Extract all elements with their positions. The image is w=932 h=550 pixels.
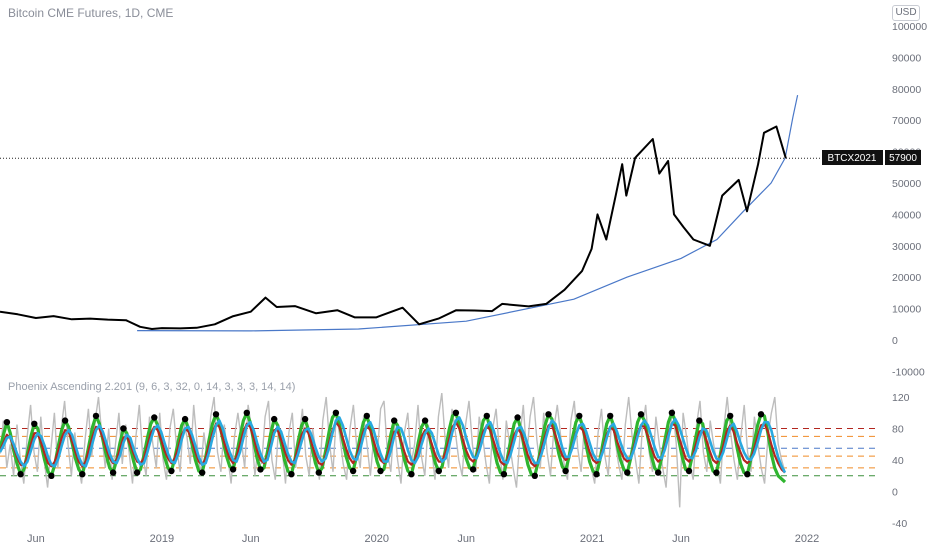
osc-tick-label-2: 40	[892, 455, 904, 467]
chart-title: Bitcoin CME Futures, 1D, CME	[8, 6, 174, 20]
osc-signal-dot-128	[435, 467, 442, 475]
osc-signal-dot-24	[79, 471, 86, 478]
oscillator-pane[interactable]: -40 0 40 80 120	[0, 392, 910, 530]
x-tick-label-3: 2020	[364, 533, 388, 545]
osc-signal-dot-72	[243, 409, 250, 416]
osc-signal-dot-183	[624, 469, 631, 476]
x-tick-label-1: 2019	[150, 533, 174, 545]
osc-signal-dot-98	[332, 409, 340, 416]
osc-signal-dot-178	[607, 412, 614, 420]
osc-signal-dot-201	[685, 467, 693, 475]
osc-signal-dot-103	[349, 467, 357, 475]
osc-signal-dot-115	[391, 417, 398, 424]
x-tick-label-6: Jun	[672, 533, 690, 545]
price-tick-label-6: 50000	[892, 178, 921, 190]
osc-signal-dot-213	[727, 412, 734, 420]
osc-signal-dot-28	[92, 412, 100, 420]
osc-signal-dot-174	[593, 471, 600, 478]
osc-signal-dot-15	[48, 472, 55, 479]
ascending-curve-line	[137, 94, 799, 332]
osc-signal-dot-147	[500, 471, 508, 478]
osc-signal-dot-196	[668, 409, 676, 416]
osc-signal-dot-120	[408, 471, 415, 478]
price-tag-layer: BTCX2021 57900	[822, 150, 921, 165]
price-tick-label-0: -10000	[892, 366, 925, 378]
osc-signal-dot-2	[3, 419, 11, 426]
x-axis: Jun 2019 Jun 2020 Jun 2021 Jun 2022	[27, 533, 819, 545]
osc-signal-dot-111	[377, 467, 384, 475]
osc-signal-dot-156	[531, 472, 538, 479]
osc-signal-dot-45	[151, 414, 158, 421]
price-tick-label-9: 80000	[892, 84, 921, 96]
osc-signal-dot-50	[168, 467, 175, 475]
x-tick-label-2: Jun	[242, 533, 260, 545]
osc-signal-dot-68	[229, 466, 237, 473]
osc-signal-dot-133	[452, 409, 460, 416]
osc-tick-label-4: 120	[892, 392, 910, 404]
x-tick-label-5: 2021	[580, 533, 604, 545]
price-tick-label-3: 20000	[892, 272, 921, 284]
osc-signal-dot-89	[301, 415, 309, 423]
osc-signal-dot-85	[288, 471, 295, 478]
osc-signal-dot-59	[199, 469, 206, 476]
osc-signal-dot-124	[421, 417, 429, 424]
price-tick-label-5: 40000	[892, 209, 921, 221]
price-pane[interactable]: -100000100002000030000400005000060000700…	[0, 21, 927, 378]
osc-signal-dot-33	[109, 469, 117, 476]
price-tick-label-11: 100000	[892, 21, 927, 33]
price-tick-label-10: 90000	[892, 52, 921, 64]
osc-signal-dot-142	[483, 412, 490, 420]
osc-signal-dot-40	[133, 469, 141, 476]
osc-signal-dot-63	[212, 411, 220, 418]
osc-signal-dot-160	[545, 411, 552, 418]
osc-signal-dot-19	[61, 417, 69, 424]
indicator-title: Phoenix Ascending 2.201 (9, 6, 3, 32, 0,…	[8, 381, 296, 393]
osc-signal-dot-204	[696, 417, 703, 424]
osc-signal-dot-209	[713, 469, 720, 476]
price-tick-label-1: 0	[892, 335, 898, 347]
osc-blue-line	[0, 416, 787, 474]
osc-signal-dot-192	[655, 469, 662, 476]
currency-button[interactable]: USD	[892, 5, 920, 21]
osc-signal-dot-138	[469, 466, 477, 473]
price-tick-label-4: 30000	[892, 241, 921, 253]
price-tag-value-box	[885, 150, 921, 165]
x-tick-label-0: Jun	[27, 533, 45, 545]
osc-green-line	[0, 411, 787, 484]
price-tag-value: 57900	[889, 153, 917, 164]
osc-signal-dot-107	[363, 412, 370, 420]
price-tag-symbol-box	[822, 150, 883, 165]
price-series-line	[0, 125, 787, 330]
x-tick-label-4: Jun	[457, 533, 475, 545]
osc-tick-label-1: 0	[892, 487, 898, 499]
osc-signal-dot-76	[257, 466, 264, 473]
osc-signal-dot-10	[31, 420, 38, 427]
osc-signal-dot-187	[637, 411, 645, 418]
price-tag-symbol: BTCX2021	[828, 153, 877, 164]
osc-tick-label-0: -40	[892, 518, 907, 530]
osc-signal-dot-54	[181, 415, 189, 423]
osc-signal-dot-169	[576, 412, 583, 420]
osc-signal-dot-151	[514, 414, 521, 421]
osc-signal-dot-93	[315, 469, 322, 476]
osc-signal-dot-165	[562, 467, 569, 475]
osc-signal-dot-218	[744, 471, 751, 478]
osc-signal-dot-222	[757, 411, 765, 418]
price-tick-label-8: 70000	[892, 115, 921, 127]
osc-tick-label-3: 80	[892, 424, 904, 436]
osc-signal-dot-6	[17, 471, 24, 478]
osc-signal-dot-80	[271, 415, 278, 423]
osc-signal-dot-36	[120, 425, 127, 432]
price-tick-label-2: 10000	[892, 304, 921, 316]
x-tick-label-7: 2022	[795, 533, 819, 545]
